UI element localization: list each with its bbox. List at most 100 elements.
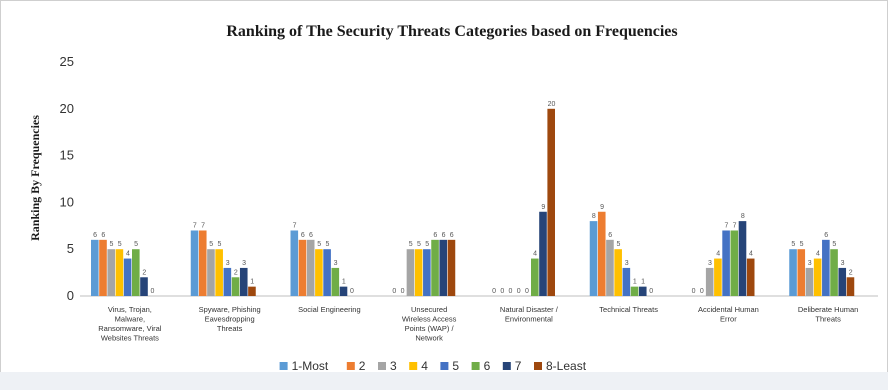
data-label: 1 (633, 279, 637, 286)
data-label: 4 (816, 251, 820, 258)
bar (822, 239, 830, 296)
bar (198, 230, 207, 296)
chart-title: Ranking of The Security Threats Categori… (226, 23, 677, 40)
y-axis-label: Ranking By Frequencies (28, 115, 42, 241)
bar (838, 267, 847, 296)
data-label: 6 (101, 232, 105, 239)
y-tick-label: 10 (60, 194, 74, 209)
y-tick-label: 15 (60, 148, 74, 163)
data-label: 3 (242, 260, 246, 267)
data-label: 7 (724, 222, 728, 229)
bar (91, 239, 99, 296)
bar (215, 249, 223, 296)
legend-label: 4 (421, 359, 428, 373)
bars (91, 108, 855, 296)
data-label: 7 (201, 222, 205, 229)
data-label: 3 (808, 260, 812, 267)
data-label: 6 (608, 232, 612, 239)
data-label: 5 (800, 241, 804, 248)
data-label: 6 (93, 232, 97, 239)
data-label: 1 (641, 279, 645, 286)
data-label: 5 (317, 241, 321, 248)
bar (406, 249, 415, 296)
bar (447, 239, 456, 296)
bar (231, 277, 240, 296)
data-label: 9 (541, 204, 545, 211)
legend-label: 7 (515, 359, 522, 373)
legend-swatch (471, 362, 480, 370)
x-tick-label: Spyware, Phishing Eavesdropping Threats (199, 305, 261, 333)
bar (339, 286, 348, 296)
data-label: 3 (334, 260, 338, 267)
data-label: 6 (824, 232, 828, 239)
legend-label: 6 (484, 359, 491, 373)
data-label: 4 (716, 251, 720, 258)
data-label: 5 (791, 241, 795, 248)
bar (797, 249, 806, 296)
data-label: 0 (509, 288, 513, 295)
data-label: 5 (118, 241, 122, 248)
bar (705, 267, 714, 296)
bar (714, 258, 722, 296)
data-label: 5 (110, 241, 114, 248)
data-label: 0 (401, 288, 405, 295)
data-label: 6 (450, 232, 454, 239)
legend-swatch (346, 362, 355, 370)
bar (99, 239, 107, 296)
bar (298, 239, 307, 296)
data-label: 0 (492, 288, 496, 295)
bar (547, 108, 555, 296)
data-label: 0 (692, 288, 696, 295)
data-label: 6 (301, 232, 305, 239)
bar (107, 249, 115, 296)
bar (789, 249, 797, 296)
x-tick-label: Social Engineering (298, 305, 361, 314)
bar (414, 249, 423, 296)
data-label: 2 (234, 269, 238, 276)
bar (606, 239, 614, 296)
data-label: 8 (592, 213, 596, 220)
bar (123, 258, 132, 296)
legend-swatch (279, 362, 288, 370)
bar (190, 230, 199, 296)
data-label: 4 (533, 251, 537, 258)
data-label: 8 (741, 213, 745, 220)
x-axis-ticks: Virus, Trojan, Malware, Ransomware, Viral W… (98, 305, 858, 343)
data-label: 0 (517, 288, 521, 295)
y-tick-label: 5 (67, 241, 74, 256)
legend-label: 1-Most (292, 359, 329, 373)
legend-swatch (440, 362, 449, 370)
bar (638, 286, 647, 296)
bar (306, 239, 315, 296)
legend-swatch (502, 362, 511, 370)
data-label: 20 (548, 101, 556, 108)
data-label: 3 (226, 260, 230, 267)
data-label: 2 (142, 269, 146, 276)
bar (115, 249, 124, 296)
data-label: 1 (250, 279, 254, 286)
data-label: 5 (832, 241, 836, 248)
data-label: 7 (193, 222, 197, 229)
bar (315, 249, 323, 296)
legend-label: 3 (390, 359, 397, 373)
data-label: 0 (500, 288, 504, 295)
bar (589, 221, 598, 296)
data-label: 5 (325, 241, 329, 248)
data-label: 5 (209, 241, 213, 248)
bar (531, 258, 539, 296)
data-label: 6 (442, 232, 446, 239)
bar (207, 249, 215, 296)
data-label: 5 (425, 241, 429, 248)
x-tick-label: Natural Disaster / Environmental (500, 305, 559, 324)
data-label: 1 (342, 279, 346, 286)
data-label: 3 (625, 260, 629, 267)
legend-label: 8-Least (546, 359, 587, 373)
y-tick-label: 25 (60, 54, 74, 69)
data-label: 6 (309, 232, 313, 239)
data-label: 3 (841, 260, 845, 267)
bar (622, 267, 631, 296)
bar (239, 267, 248, 296)
